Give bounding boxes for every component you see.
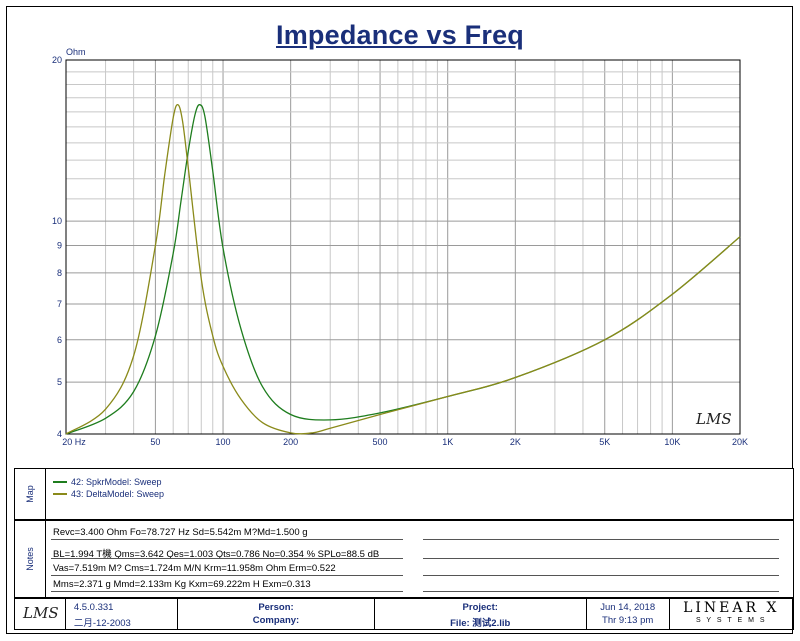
footer-bar: LMS 4.5.0.331 二月-12-2003 Person: Company… <box>14 598 794 630</box>
note-line-3: Vas=7.519m M? Cms=1.724m M/N Krm=11.958m… <box>53 563 336 574</box>
x-tick-label: 100 <box>216 437 231 447</box>
y-axis-ticks: 4 5 6 7 8 9 10 20 <box>52 55 62 439</box>
build-date-text: 二月-12-2003 <box>73 618 131 629</box>
lms-watermark: LMS <box>695 410 732 428</box>
legend-swatch-green <box>53 481 67 483</box>
footer-person-cell: Person: Company: <box>178 599 375 629</box>
y-tick-label: 20 <box>52 55 62 65</box>
linearx-sub: S Y S T E M S <box>695 617 767 624</box>
y-tick-label: 9 <box>57 241 62 251</box>
note-rule <box>51 591 403 592</box>
x-tick-label: 200 <box>283 437 298 447</box>
x-tick-label: 500 <box>373 437 388 447</box>
legend-item-deltamodel: 43: DeltaModel: Sweep <box>53 489 164 499</box>
x-tick-label: 1K <box>442 437 453 447</box>
note-rule <box>423 575 779 576</box>
notes-tab[interactable]: Notes <box>15 521 46 597</box>
project-label: Project: <box>462 602 498 613</box>
x-tick-label: 20 Hz <box>62 437 86 447</box>
note-rule <box>51 558 403 559</box>
note-line-4: Mms=2.371 g Mmd=2.133m Kg Kxm=69.222m H … <box>53 579 311 590</box>
date-text: Jun 14, 2018 <box>600 602 656 613</box>
y-axis-label: Ohm <box>66 47 86 57</box>
x-tick-label: 5K <box>599 437 610 447</box>
lms-logo: LMS <box>23 604 59 622</box>
legend-swatch-olive <box>53 493 67 495</box>
chart-series <box>65 103 741 435</box>
chart-grid <box>65 59 741 435</box>
note-rule <box>51 539 403 540</box>
x-tick-label: 20K <box>732 437 748 447</box>
company-label: Company: <box>252 615 300 626</box>
impedance-chart: 20 Hz 50 100 200 500 1K 2K 5K 10K 20K 4 5 6 7 8 9 10 20 … <box>52 47 748 447</box>
legend-label: 42: SpkrModel: Sweep <box>71 477 162 487</box>
note-rule <box>423 591 779 592</box>
legend-tab-label: Map <box>25 485 35 503</box>
x-tick-label: 10K <box>664 437 680 447</box>
footer-date-cell: Jun 14, 2018 Thr 9:13 pm <box>587 599 670 629</box>
outer-frame <box>6 6 793 634</box>
legend-tab[interactable]: Map <box>15 469 46 519</box>
note-line-2: BL=1.994 T機 Qms=3.642 Qes=1.003 Qts=0.78… <box>53 549 380 560</box>
note-rule <box>51 575 403 576</box>
note-rule <box>423 539 779 540</box>
series-line-1 <box>65 103 741 435</box>
y-tick-label: 7 <box>57 299 62 309</box>
legend-panel: Map 42: SpkrModel: Sweep 43: DeltaModel:… <box>14 468 794 520</box>
footer-project-cell: Project: File: 测试2.lib <box>375 599 587 629</box>
legend-item-spkrmodel: 42: SpkrModel: Sweep <box>53 477 162 487</box>
y-tick-label: 6 <box>57 335 62 345</box>
file-label: File: 测试2.lib <box>450 618 511 629</box>
note-rule <box>423 558 779 559</box>
plot-frame <box>65 59 741 435</box>
person-label: Person: <box>258 602 294 613</box>
y-tick-label: 10 <box>52 216 62 226</box>
x-axis-ticks: 20 Hz 50 100 200 500 1K 2K 5K 10K 20K <box>62 437 748 447</box>
y-tick-label: 5 <box>57 377 62 387</box>
y-tick-label: 4 <box>57 429 62 439</box>
chart-title: Impedance vs Freq <box>276 20 524 50</box>
footer-version-cell: 4.5.0.331 二月-12-2003 <box>66 599 179 629</box>
time-text: Thr 9:13 pm <box>602 615 654 626</box>
legend-label: 43: DeltaModel: Sweep <box>71 489 165 499</box>
notes-tab-label: Notes <box>25 547 35 571</box>
note-line-1: Revc=3.400 Ohm Fo=78.727 Hz Sd=5.542m M?… <box>53 527 308 538</box>
footer-brand-cell: LINEAR X S Y S T E M S <box>670 599 794 629</box>
version-text: 4.5.0.331 <box>73 602 114 613</box>
linearx-logo: LINEAR X <box>683 600 780 616</box>
y-tick-label: 8 <box>57 268 62 278</box>
footer-logo-cell: LMS <box>15 599 66 629</box>
x-tick-label: 50 <box>150 437 160 447</box>
notes-panel: Notes Revc=3.400 Ohm Fo=78.727 Hz Sd=5.5… <box>14 520 794 598</box>
x-tick-label: 2K <box>510 437 521 447</box>
